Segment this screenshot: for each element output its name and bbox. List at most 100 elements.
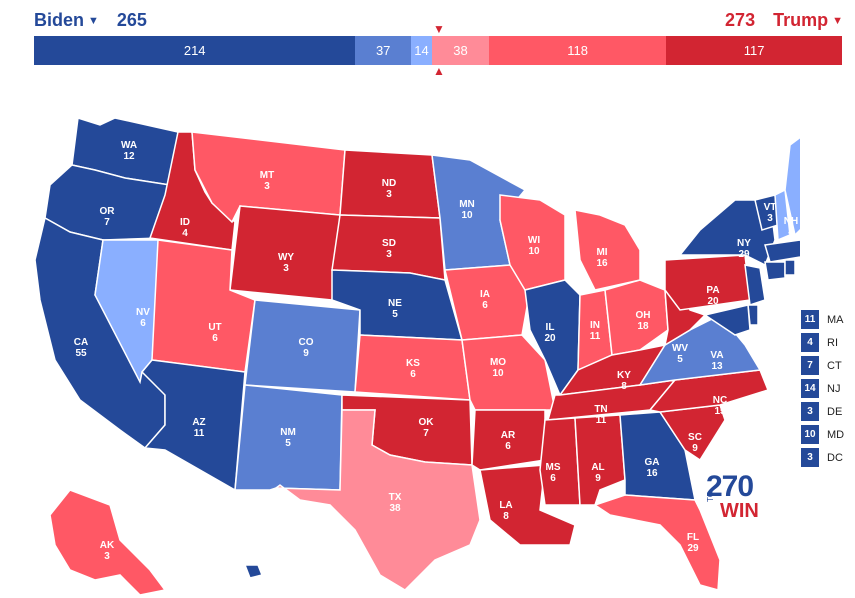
state-ev-vt: 3 [767,213,773,224]
state-label-ok: OK [419,417,435,428]
state-ev-ia: 6 [482,300,488,311]
small-state-abbr: MD [827,428,845,441]
trump-total: 273 [725,10,756,30]
state-ri[interactable] [784,259,796,276]
small-state-row-ma[interactable]: 11 MA [801,309,844,330]
state-ev-mn: 10 [461,210,473,221]
state-ev-nm: 5 [285,438,291,449]
state-label-mo: MO [490,357,506,368]
state-or[interactable] [44,164,171,241]
state-label-vt: VT [764,202,777,213]
state-ia[interactable] [444,264,531,341]
tally-segment: 38 [431,36,490,65]
state-ar[interactable] [471,409,546,471]
small-state-abbr: NJ [827,382,841,395]
state-fl[interactable] [593,494,721,591]
state-ms[interactable] [539,417,581,506]
state-tx[interactable] [273,409,481,591]
small-state-row-ri[interactable]: 4 RI [801,332,844,353]
state-label-wa: WA [121,140,137,151]
trump-candidate-header[interactable]: 273 Trump ▼ [725,10,843,31]
tally-segment: 117 [666,36,842,65]
small-state-row-ct[interactable]: 7 CT [801,355,844,376]
state-ak[interactable] [49,489,167,596]
state-ev-nd: 3 [386,189,392,200]
state-hi[interactable] [243,564,264,579]
small-state-ev-box[interactable]: 7 [801,356,819,375]
us-electoral-map[interactable]: WA12OR7CA55NV6ID4MT3WY3UT6AZ11CO9NM5ND3S… [0,0,800,598]
state-label-nc: NC [713,395,727,406]
tally-segment: 214 [34,36,356,65]
state-ev-il: 20 [544,333,556,344]
state-ev-ky: 8 [621,381,627,392]
state-label-az: AZ [192,417,205,428]
state-label-ny: NY [737,238,751,249]
state-ev-ca: 55 [75,348,87,359]
small-state-ev-box[interactable]: 3 [801,448,819,467]
state-ev-wv: 5 [677,354,683,365]
state-label-ne: NE [388,298,402,309]
biden-candidate-header[interactable]: Biden ▼ 265 [34,10,147,31]
small-state-row-dc[interactable]: 3 DC [801,447,844,468]
state-ev-ut: 6 [212,333,218,344]
state-ev-ok: 7 [423,428,429,439]
state-ev-nc: 15 [714,406,726,417]
small-state-row-md[interactable]: 10 MD [801,424,844,445]
state-ev-ak: 3 [104,551,110,562]
small-state-ev-box[interactable]: 14 [801,379,819,398]
state-nj[interactable] [744,264,766,307]
small-state-ev-box[interactable]: 3 [801,402,819,421]
state-ev-az: 11 [194,428,205,439]
state-label-sd: SD [382,238,396,249]
biden-total: 265 [116,10,147,30]
state-ev-wa: 12 [123,151,135,162]
state-ma[interactable] [764,239,800,263]
logo-number: 270 [706,470,754,503]
state-ev-in: 11 [590,331,601,342]
small-state-ev-box[interactable]: 10 [801,425,819,444]
state-ct[interactable] [764,261,786,281]
state-ev-nv: 6 [140,318,146,329]
state-ev-co: 9 [303,348,309,359]
state-ev-tn: 11 [596,415,607,426]
state-al[interactable] [574,414,626,506]
state-ev-ms: 6 [550,473,556,484]
chevron-down-icon[interactable]: ▼ [832,14,843,27]
state-ev-oh: 18 [637,321,649,332]
small-state-ev-box[interactable]: 11 [801,310,819,329]
trump-name: Trump [773,10,829,30]
state-ev-or: 7 [104,217,110,228]
state-label-ky: KY [617,370,631,381]
state-label-ks: KS [406,358,420,369]
tally-segment: 37 [355,36,411,65]
state-label-mi: MI [596,247,607,258]
state-label-fl: FL [687,532,699,543]
chevron-down-icon[interactable]: ▼ [88,14,99,27]
small-state-row-nj[interactable]: 14 NJ [801,378,844,399]
state-label-id: ID [180,217,190,228]
state-label-ut: UT [208,322,221,333]
state-mi[interactable] [574,209,641,291]
small-state-row-de[interactable]: 3 DE [801,401,844,422]
state-me[interactable] [784,130,800,237]
state-label-al: AL [591,462,604,473]
tally-segment: 118 [489,36,667,65]
logo-win: WIN [720,500,759,522]
small-state-ev-box[interactable]: 4 [801,333,819,352]
state-nh[interactable] [774,188,791,242]
state-label-or: OR [100,206,116,217]
state-label-va: VA [710,350,723,361]
state-label-ca: CA [74,337,88,348]
state-ev-fl: 29 [687,543,699,554]
tally-segment: 14 [410,36,432,65]
state-pa[interactable] [664,254,751,311]
state-label-nv: NV [136,307,150,318]
state-label-pa: PA [706,285,719,296]
state-az[interactable] [140,359,246,492]
state-ev-ga: 16 [646,468,658,479]
state-label-il: IL [546,322,555,333]
state-ev-pa: 20 [707,296,719,307]
state-md[interactable] [703,304,751,336]
small-state-abbr: MA [827,313,844,326]
state-ev-sd: 3 [386,249,392,260]
